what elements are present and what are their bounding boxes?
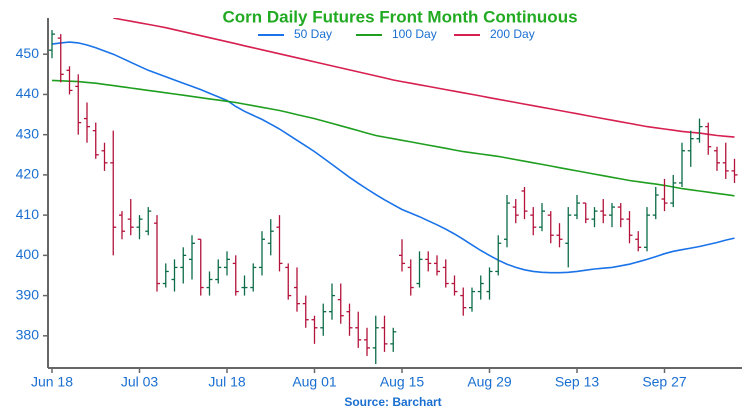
x-tick-label: Aug 01 bbox=[292, 374, 337, 390]
y-tick-label: 420 bbox=[16, 166, 40, 182]
x-tick-label: Jul 18 bbox=[208, 374, 246, 390]
ma-line bbox=[51, 41, 735, 274]
y-tick-label: 400 bbox=[16, 246, 40, 262]
y-tick-label: 390 bbox=[16, 286, 40, 302]
legend-label: 50 Day bbox=[294, 27, 332, 41]
chart-title: Corn Daily Futures Front Month Continuou… bbox=[222, 7, 577, 26]
ma-line bbox=[51, 79, 735, 197]
legend-label: 200 Day bbox=[490, 27, 535, 41]
y-tick-label: 440 bbox=[16, 85, 40, 101]
ma-line bbox=[113, 18, 735, 138]
y-tick-label: 450 bbox=[16, 45, 40, 61]
x-tick-label: Aug 15 bbox=[380, 374, 425, 390]
x-tick-label: Jun 18 bbox=[31, 374, 73, 390]
source-note: Source: Barchart bbox=[344, 395, 441, 409]
x-tick-label: Sep 13 bbox=[555, 374, 600, 390]
moving-averages bbox=[51, 18, 735, 274]
x-tick-label: Jul 03 bbox=[121, 374, 159, 390]
y-tick-label: 380 bbox=[16, 327, 40, 343]
legend-label: 100 Day bbox=[392, 27, 437, 41]
x-tick-label: Sep 27 bbox=[642, 374, 687, 390]
y-tick-label: 430 bbox=[16, 125, 40, 141]
x-tick-label: Aug 29 bbox=[467, 374, 512, 390]
y-tick-label: 410 bbox=[16, 206, 40, 222]
